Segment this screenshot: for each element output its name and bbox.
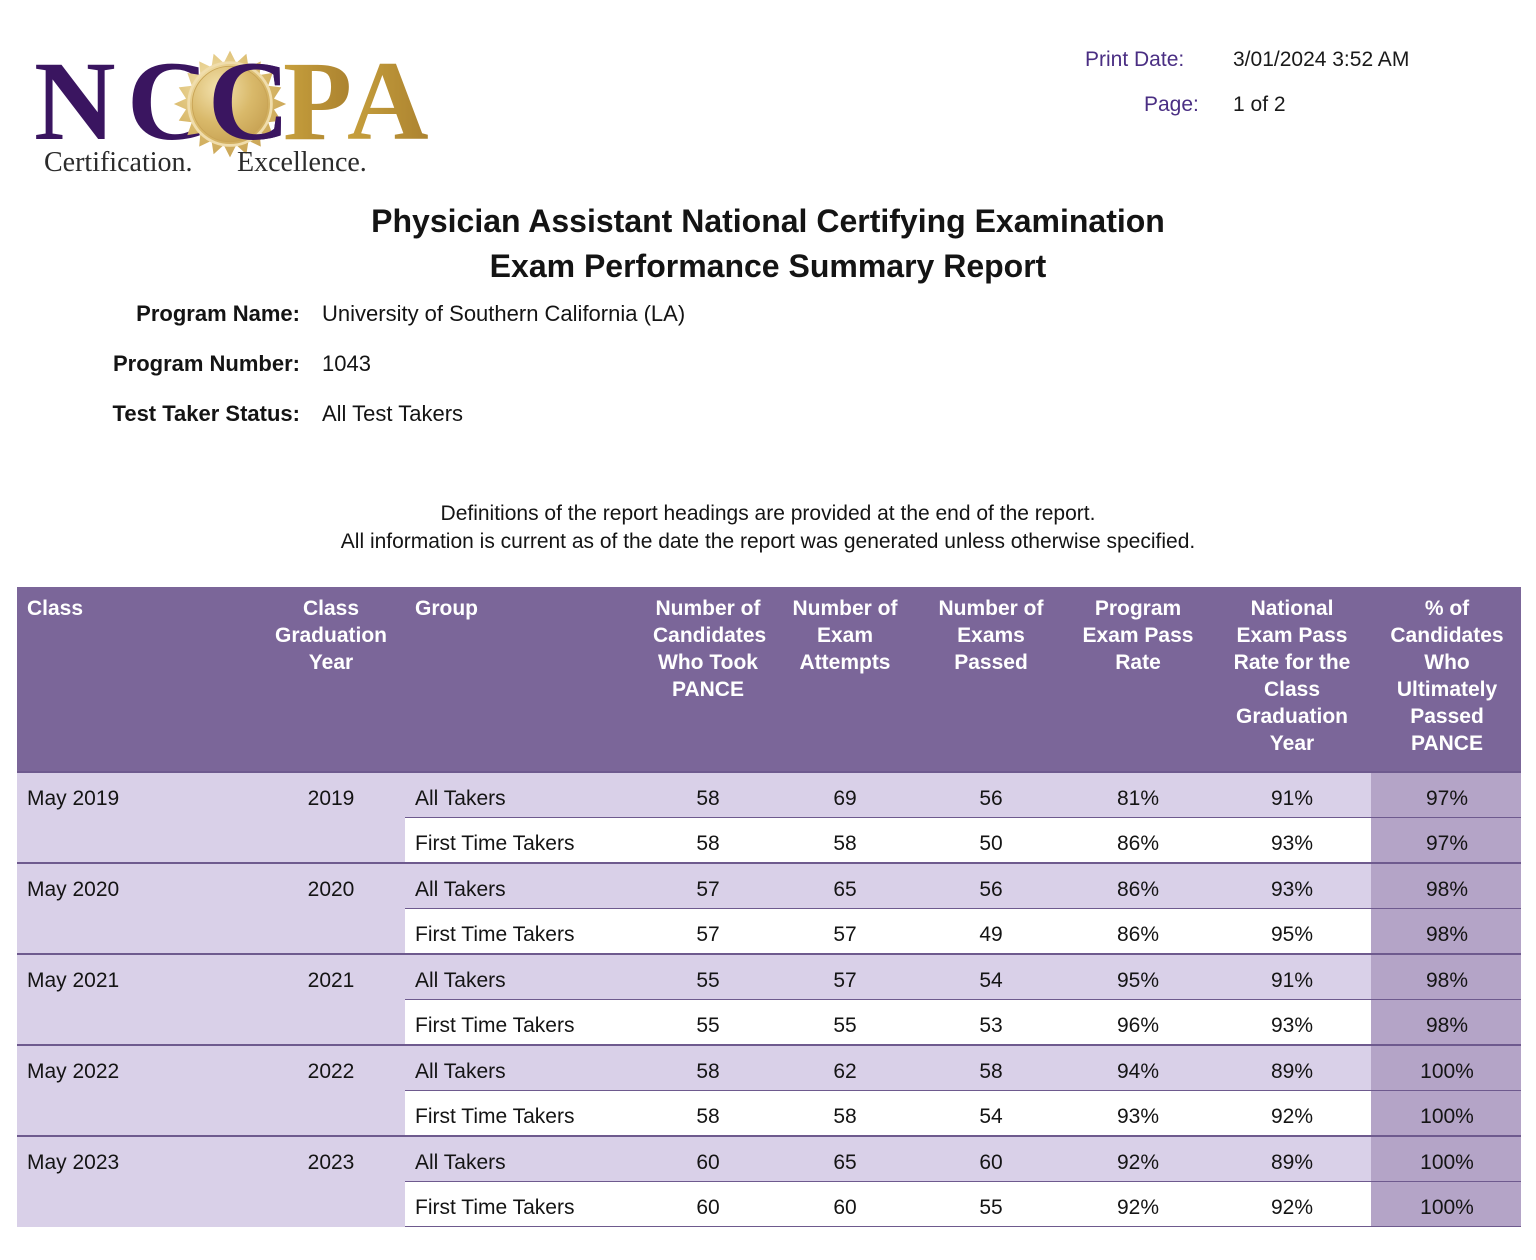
svg-text:N: N	[34, 39, 115, 164]
svg-text:Certification.: Certification.	[44, 147, 193, 178]
svg-text:P: P	[283, 39, 349, 164]
svg-text:Excellence.: Excellence.	[237, 147, 367, 178]
svg-text:C: C	[208, 39, 281, 164]
svg-text:A: A	[347, 39, 428, 164]
